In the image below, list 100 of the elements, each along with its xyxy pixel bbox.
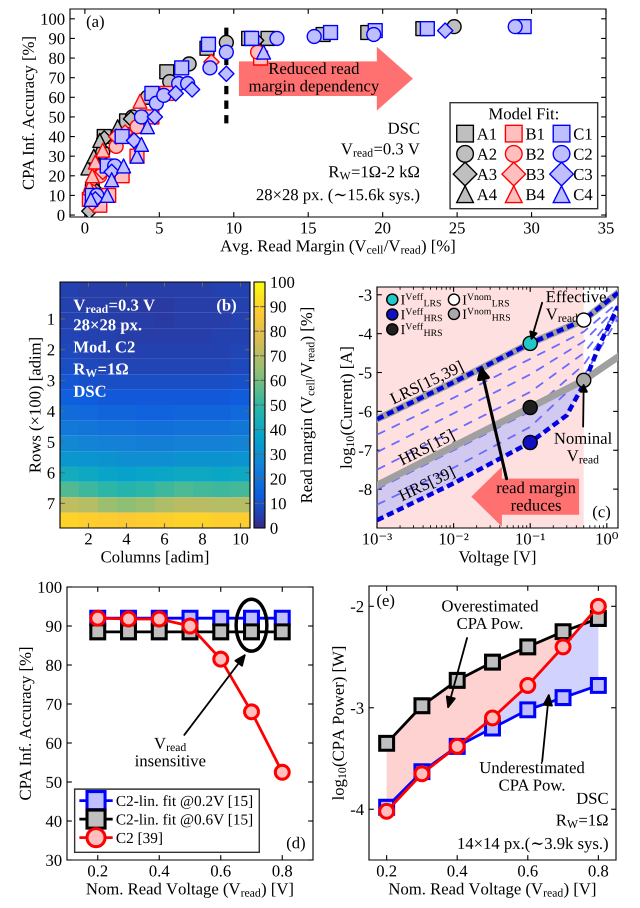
x-tick-label: 8 [198, 533, 206, 545]
annotation: DSC [388, 122, 420, 134]
annotation: read margin reduces [496, 482, 576, 511]
annotation: 28×28 px. [74, 319, 142, 334]
x-axis-title: Nom. Read Voltage (V$_{read}$) [V] [388, 882, 596, 898]
annotation: R$_{W}$=1Ω [74, 363, 128, 377]
legend-label: C2-lin. fit @0.2V [15] [116, 795, 252, 809]
y-tick-label: 20 [49, 170, 65, 182]
annotation: Overestimated CPA Pow. [442, 600, 538, 630]
x-tick-label: 0 [81, 222, 88, 234]
x-tick-label: 0.4 [149, 865, 170, 877]
legend-label: A4 [476, 189, 497, 200]
x-tick-label: 35 [598, 222, 614, 234]
legend-label: A1 [476, 128, 496, 140]
y-axis-title: log$_{10}$(Current) [A] [340, 347, 356, 469]
y-tick-label: -7 [358, 445, 372, 456]
x-tick-label: 0.8 [588, 865, 608, 877]
y-tick-label: 7 [48, 498, 55, 510]
legend-label: I$^{Vnom}$$_{HRS}$ [462, 308, 510, 321]
annotation: R$_{W}$=1Ω-2 kΩ [328, 166, 420, 180]
annotation: (e) [377, 594, 394, 610]
annotation: (d) [286, 836, 305, 852]
legend-label: I$^{Veff}$$_{LRS}$ [401, 293, 441, 306]
legend-label: C2 [574, 148, 592, 160]
legend-label: I$^{Veff}$$_{HRS}$ [401, 308, 442, 322]
y-tick-label: 5 [48, 436, 54, 448]
color-bar-label: 20 [270, 474, 286, 485]
legend-label: B3 [526, 168, 544, 180]
y-tick-label: -6 [358, 406, 372, 418]
y-tick-label: -5 [358, 367, 372, 378]
x-tick-label: 5 [156, 222, 163, 234]
x-tick-label: 0.6 [518, 865, 538, 877]
legend-label: C4 [574, 189, 592, 200]
x-tick-label: 25 [450, 222, 465, 234]
y-tick-label: 10 [50, 190, 65, 202]
y-tick-label: 40 [48, 131, 65, 142]
annotation: Underestimated CPA Pow. [480, 762, 585, 791]
annotation: 28×28 px. (∼15.6k sys.) [256, 188, 420, 204]
legend-label: I$^{Veff}$$_{HRS}$ [401, 322, 442, 336]
y-tick-label: 2 [48, 344, 54, 356]
y-tick-label: 80 [49, 52, 65, 64]
annotation: R$_{W}$=1Ω [556, 814, 608, 828]
y-tick-label: 3 [48, 375, 54, 386]
legend-label: A3 [476, 168, 496, 180]
x-tick-label: 30 [524, 222, 540, 234]
x-axis-title: Nom. Read Voltage (V$_{read}$) [V] [86, 882, 293, 898]
x-tick-label: 6 [161, 533, 168, 545]
x-tick-label: 10 [226, 222, 242, 234]
y-tick-label: -8 [358, 484, 372, 496]
y-tick-label: 40 [46, 816, 62, 827]
x-tick-label: 10 [234, 533, 248, 545]
y-tick-label: -4 [350, 804, 364, 816]
x-tick-label: 10⁰ [596, 532, 618, 545]
color-bar-label: 0 [270, 522, 278, 534]
x-tick-label: 10⁻¹ [516, 533, 545, 545]
annotation: V$_{read}$ insensitive [135, 738, 206, 766]
y-tick-label: 50 [49, 112, 65, 123]
color-bar-label: 80 [270, 326, 286, 338]
legend-label: C1 [574, 128, 592, 140]
x-tick-label: 0.6 [210, 865, 231, 877]
y-tick-label: 90 [49, 33, 65, 44]
y-tick-label: 60 [49, 92, 65, 104]
x-tick-label: 4 [122, 533, 130, 544]
y-tick-label: 70 [50, 72, 65, 84]
annotation: DSC [74, 386, 106, 397]
annotation: V$_{read}$=0.3 V [73, 299, 155, 313]
annotation: DSC [576, 792, 608, 804]
legend-label: C3 [574, 168, 592, 180]
y-tick-label: 1 [48, 314, 54, 325]
y-axis-title: CPA Inf. Accuracy [%] [22, 37, 38, 190]
legend-label: C2-lin. fit @0.6V [15] [116, 814, 252, 828]
legend-label: B1 [526, 128, 544, 140]
y-tick-label: -3 [350, 702, 364, 714]
x-axis-title: Columns [adim] [101, 550, 208, 565]
color-bar-label: 100 [271, 276, 294, 288]
y-tick-label: -3 [358, 290, 372, 301]
legend-label: A2 [476, 148, 496, 160]
annotation: Nominal V$_{read}$ [554, 432, 612, 464]
annotation: Mod. C2 [74, 340, 135, 353]
x-tick-label: 20 [375, 222, 390, 234]
y-axis-title: Rows (×100) [adim] [28, 338, 44, 473]
y-tick-label: -2 [350, 601, 364, 612]
annotation: V$_{read}$=0.3 V [341, 143, 420, 157]
color-bar-label: 40 [270, 424, 286, 436]
x-tick-label: 0.8 [272, 865, 292, 877]
y-tick-label: 60 [46, 738, 62, 749]
y-tick-label: 70 [46, 698, 62, 710]
y-tick-label: 50 [46, 776, 62, 788]
legend-label: B4 [526, 189, 545, 200]
y-tick-label: 90 [46, 620, 62, 632]
y-tick-label: 100 [38, 582, 62, 593]
y-axis-title: CPA Inf. Accuracy [%] [19, 648, 34, 800]
x-tick-label: 0.2 [88, 865, 108, 877]
color-bar-label: 50 [270, 400, 286, 411]
color-bar-label: 10 [271, 498, 286, 510]
annotation: (c) [593, 506, 610, 521]
legend-label: B2 [526, 148, 544, 160]
y-tick-label: 4 [47, 406, 55, 417]
color-bar-label: 60 [270, 375, 286, 386]
y-tick-label: -4 [358, 328, 372, 340]
